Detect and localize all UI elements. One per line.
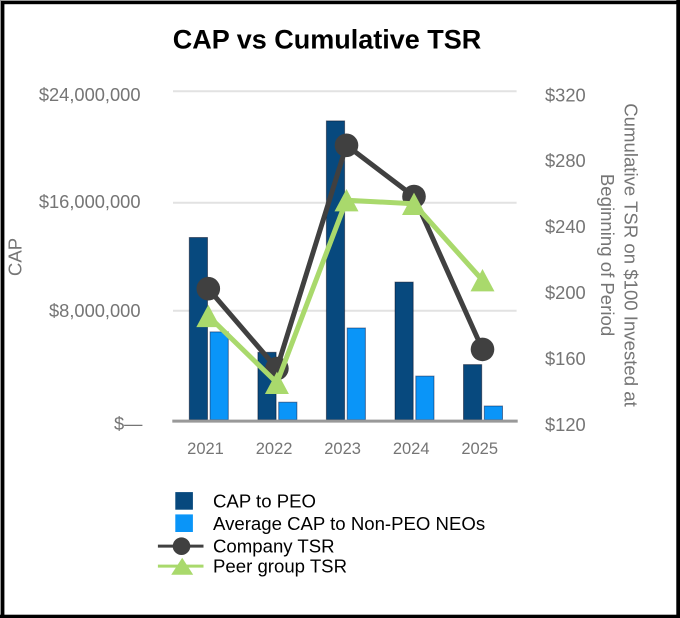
svg-text:$24,000,000: $24,000,000	[39, 84, 141, 105]
svg-text:$280: $280	[545, 150, 586, 171]
svg-text:CAP vs Cumulative TSR: CAP vs Cumulative TSR	[173, 25, 482, 55]
svg-text:CAP: CAP	[5, 238, 26, 276]
svg-text:2023: 2023	[324, 440, 361, 458]
svg-text:$8,000,000: $8,000,000	[49, 300, 141, 321]
svg-text:$—: $—	[114, 413, 143, 434]
svg-text:Cumulative TSR on $100 Investe: Cumulative TSR on $100 Invested at	[620, 103, 641, 407]
svg-text:Average CAP to Non-PEO NEOs: Average CAP to Non-PEO NEOs	[213, 513, 485, 534]
svg-text:$160: $160	[545, 348, 586, 369]
svg-text:2021: 2021	[187, 440, 224, 458]
svg-text:$320: $320	[545, 84, 586, 105]
svg-text:2024: 2024	[393, 440, 430, 458]
svg-text:Beginning of Period: Beginning of Period	[597, 174, 618, 336]
svg-text:$240: $240	[545, 216, 586, 237]
svg-text:$120: $120	[545, 414, 586, 435]
svg-text:2022: 2022	[256, 440, 293, 458]
svg-text:CAP to PEO: CAP to PEO	[213, 491, 316, 512]
svg-text:$16,000,000: $16,000,000	[39, 191, 141, 212]
svg-text:$200: $200	[545, 282, 586, 303]
svg-text:Peer group TSR: Peer group TSR	[213, 556, 347, 577]
svg-text:Company TSR: Company TSR	[213, 536, 335, 557]
svg-text:2025: 2025	[461, 440, 498, 458]
